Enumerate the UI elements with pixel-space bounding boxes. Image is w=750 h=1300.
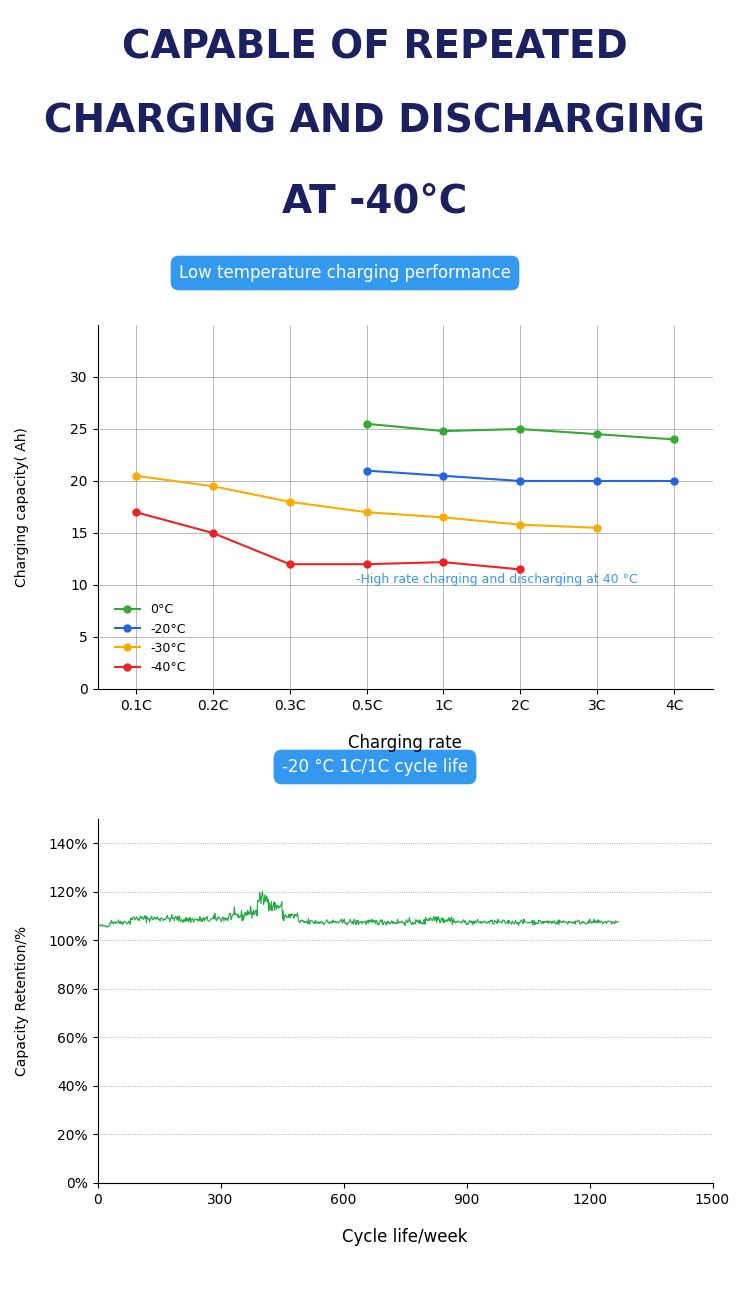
Text: AT -40°C: AT -40°C	[282, 182, 468, 221]
Text: Low temperature charging performance: Low temperature charging performance	[179, 264, 511, 282]
Text: Cycle life/week: Cycle life/week	[342, 1228, 468, 1247]
Text: Charging rate: Charging rate	[348, 734, 462, 753]
Text: -High rate charging and discharging at 40 °C: -High rate charging and discharging at 4…	[356, 572, 638, 585]
Text: Capacity Retention/%: Capacity Retention/%	[16, 926, 29, 1076]
Legend: 0°C, -20°C, -30°C, -40°C: 0°C, -20°C, -30°C, -40°C	[110, 598, 190, 679]
Text: Charging capacity( Ah): Charging capacity( Ah)	[16, 428, 29, 586]
Text: CHARGING AND DISCHARGING: CHARGING AND DISCHARGING	[44, 103, 706, 140]
Text: CAPABLE OF REPEATED: CAPABLE OF REPEATED	[122, 29, 628, 66]
Text: -20 °C 1C/1C cycle life: -20 °C 1C/1C cycle life	[282, 758, 468, 776]
